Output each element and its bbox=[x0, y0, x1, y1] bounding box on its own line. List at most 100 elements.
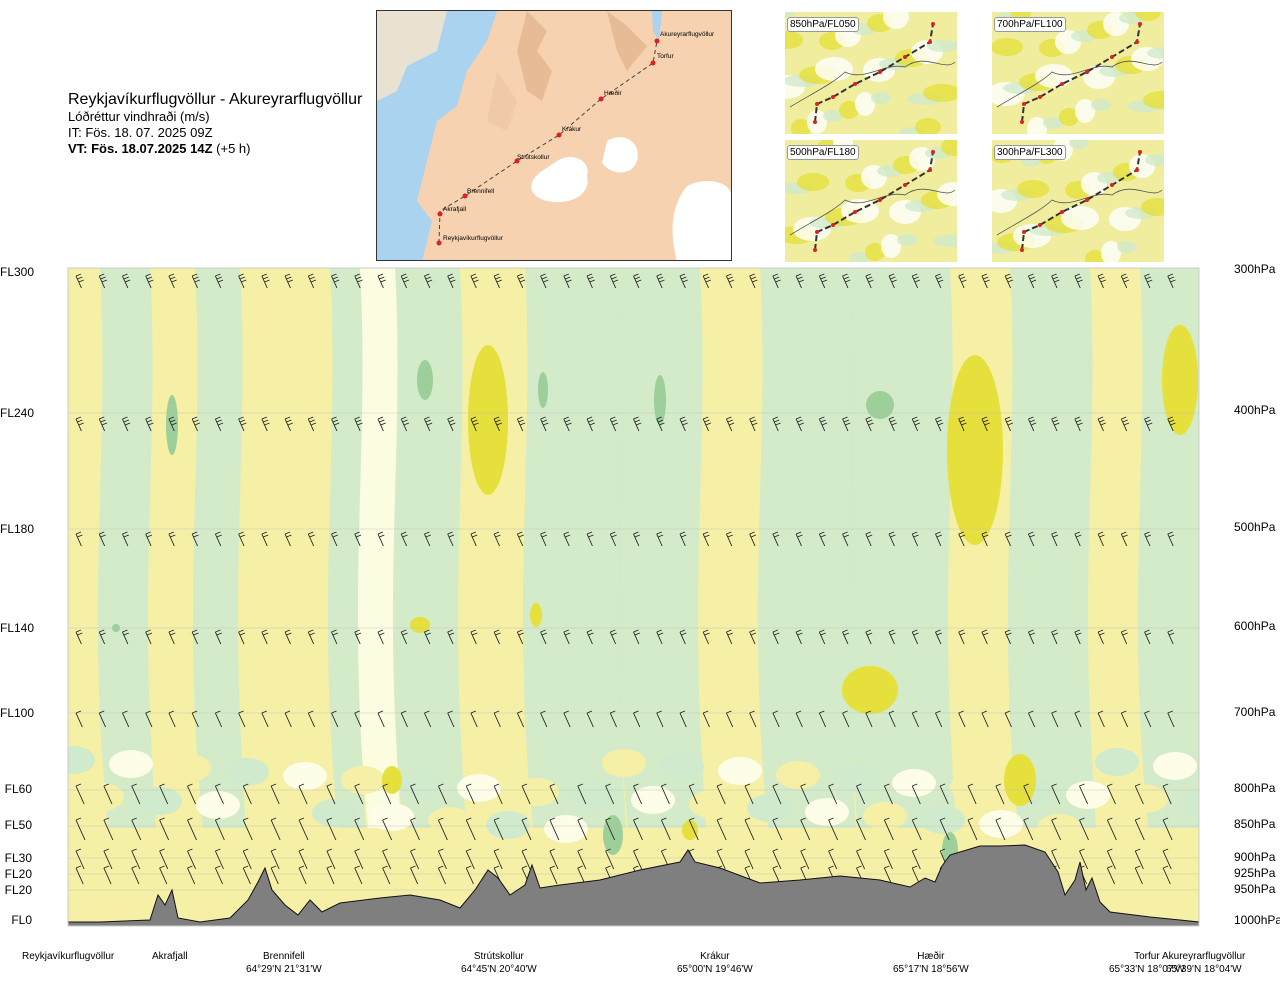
mini-map-point bbox=[1138, 150, 1142, 154]
wind-barb bbox=[772, 710, 780, 728]
route-point: Akrafjall bbox=[152, 950, 188, 963]
wind-barb bbox=[493, 531, 501, 547]
wind-barb bbox=[935, 273, 944, 289]
field-cell bbox=[776, 761, 820, 789]
wind-barb bbox=[493, 783, 503, 805]
wind-barb bbox=[656, 710, 664, 728]
wind-barb bbox=[1074, 629, 1082, 645]
wind-barb bbox=[145, 273, 154, 289]
wind-barb bbox=[935, 416, 944, 432]
wind-barb bbox=[1106, 865, 1115, 885]
wind-barb bbox=[679, 273, 688, 289]
mini-map-point bbox=[1110, 55, 1114, 59]
mini-map-field bbox=[1141, 198, 1164, 216]
mini-map-point bbox=[1038, 223, 1042, 227]
wind-barb bbox=[261, 273, 270, 289]
fl-label: FL30 bbox=[4, 851, 32, 865]
field-band bbox=[847, 268, 956, 828]
mini-map-point bbox=[878, 198, 882, 202]
wind-barb bbox=[98, 531, 106, 547]
wind-barb bbox=[354, 710, 362, 728]
wind-barb bbox=[1134, 817, 1145, 841]
wind-barb bbox=[261, 531, 269, 547]
mini-map-field bbox=[1101, 241, 1121, 262]
wind-barb bbox=[331, 416, 340, 432]
map-label-krakur: Krákur bbox=[562, 126, 582, 133]
wind-barb bbox=[818, 710, 827, 728]
field-band bbox=[97, 268, 156, 828]
wind-barb bbox=[168, 629, 176, 645]
wind-barb bbox=[842, 629, 850, 645]
field-cell bbox=[196, 791, 240, 819]
updraft-core bbox=[382, 766, 402, 794]
mini-map-field bbox=[1075, 99, 1095, 123]
wind-barb bbox=[726, 273, 735, 289]
mini-map-route bbox=[1021, 151, 1141, 251]
route-point: Torfur 65°33'N 18°07'W bbox=[1109, 950, 1185, 976]
wind-barb bbox=[122, 273, 131, 289]
field-cell bbox=[631, 786, 675, 814]
mini-map-field bbox=[881, 234, 901, 258]
wind-barb bbox=[883, 817, 894, 841]
field-cell bbox=[486, 811, 530, 839]
mini-map-point bbox=[853, 210, 857, 214]
route-point-coord: 64°29'N 21°31'W bbox=[246, 964, 322, 975]
wind-barb bbox=[865, 531, 873, 547]
route-point-name: Hæðir bbox=[917, 951, 945, 962]
wind-barb bbox=[749, 416, 758, 432]
wind-barb bbox=[1167, 629, 1175, 645]
wind-barb bbox=[1004, 273, 1014, 289]
wind-barb bbox=[331, 629, 339, 645]
wind-barb bbox=[242, 817, 253, 841]
mini-map-500: 500hPa/FL180 bbox=[785, 140, 957, 262]
field-band bbox=[68, 268, 106, 828]
wind-barb bbox=[828, 817, 839, 841]
wind-barb bbox=[540, 629, 548, 645]
wind-barb bbox=[702, 416, 712, 432]
route-point-name: Brennifell bbox=[263, 951, 305, 962]
wind-barb bbox=[214, 710, 223, 728]
wind-barb bbox=[98, 273, 108, 289]
wind-barb bbox=[1167, 416, 1176, 432]
wind-barb bbox=[1097, 273, 1106, 289]
route-point-name: Akureyrarflugvöllur bbox=[1162, 951, 1246, 962]
wind-barb bbox=[609, 416, 619, 432]
wind-barb bbox=[437, 817, 448, 841]
mini-map-point bbox=[931, 22, 935, 26]
wind-barb bbox=[75, 416, 84, 432]
mini-map-point bbox=[1038, 95, 1042, 99]
field-cell bbox=[370, 803, 414, 831]
mini-map-point bbox=[1020, 120, 1024, 124]
wind-barb bbox=[633, 629, 641, 645]
field-cell bbox=[863, 802, 907, 830]
mini-map-route bbox=[1021, 23, 1141, 123]
wind-barb bbox=[660, 817, 671, 841]
mini-map-field bbox=[839, 101, 859, 119]
mini-map-point bbox=[813, 120, 817, 124]
route-point-coord: 65°33'N 18°07'W bbox=[1109, 964, 1185, 975]
wind-barb bbox=[298, 848, 308, 870]
wind-barb bbox=[261, 629, 269, 645]
wind-barb bbox=[749, 629, 757, 645]
plot-frame bbox=[67, 267, 1200, 927]
wind-barb bbox=[609, 710, 617, 728]
hpa-label: 500hPa bbox=[1234, 520, 1276, 534]
wind-barb bbox=[549, 817, 560, 841]
wind-barb bbox=[1097, 629, 1105, 645]
wind-barb bbox=[749, 531, 757, 547]
mini-map-point bbox=[928, 40, 932, 44]
wind-barb bbox=[493, 848, 503, 870]
field-cell bbox=[834, 765, 878, 793]
field-cell bbox=[254, 795, 298, 823]
wind-barb bbox=[679, 531, 687, 547]
wind-barb bbox=[131, 783, 141, 805]
wind-barb bbox=[400, 710, 408, 728]
wind-barb bbox=[744, 817, 755, 841]
mini-map-field bbox=[1069, 140, 1089, 149]
wind-barb bbox=[772, 273, 781, 289]
wind-barb bbox=[122, 416, 131, 432]
wind-barb bbox=[122, 629, 129, 645]
mini-map-field bbox=[927, 40, 957, 52]
wind-barb bbox=[1004, 416, 1014, 432]
wind-barb bbox=[516, 629, 524, 645]
